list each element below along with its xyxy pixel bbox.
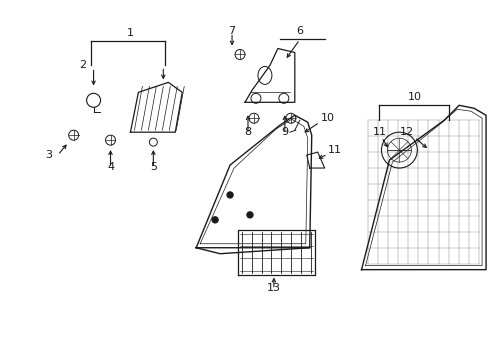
- Text: 11: 11: [372, 127, 386, 137]
- Circle shape: [212, 217, 218, 223]
- Text: 2: 2: [79, 60, 86, 71]
- Circle shape: [246, 212, 252, 218]
- Text: 12: 12: [400, 127, 414, 137]
- Text: 9: 9: [281, 127, 288, 137]
- Circle shape: [226, 192, 233, 198]
- Text: 10: 10: [320, 113, 334, 123]
- Text: 7: 7: [228, 26, 235, 36]
- Text: 8: 8: [244, 127, 251, 137]
- Text: 1: 1: [127, 28, 134, 37]
- Text: 5: 5: [149, 162, 157, 172]
- Text: 10: 10: [407, 92, 421, 102]
- Text: 4: 4: [107, 162, 114, 172]
- Text: 13: 13: [266, 283, 280, 293]
- Text: 6: 6: [296, 26, 303, 36]
- Text: 3: 3: [45, 150, 52, 160]
- Text: 11: 11: [327, 145, 341, 155]
